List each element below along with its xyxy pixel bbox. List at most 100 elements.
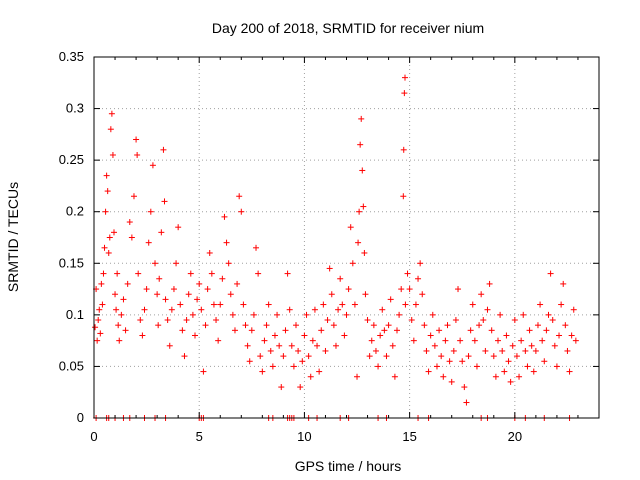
data-point [141,306,148,313]
data-point [189,311,196,318]
data-point [139,332,146,339]
data-point [391,373,398,380]
data-point [406,286,413,293]
data-point [202,322,209,329]
data-point [227,291,234,298]
data-point [316,368,323,375]
data-point [356,208,363,215]
data-point [564,347,571,354]
data-point [166,342,173,349]
data-point [101,244,108,251]
x-tick-label: 5 [196,429,203,444]
data-point [526,327,533,334]
data-point [522,347,529,354]
data-point [161,198,168,205]
data-point [394,327,400,334]
data-point [361,249,368,256]
data-point [147,208,154,215]
data-point [387,296,394,303]
data-point [301,332,308,339]
x-tick-label: 0 [90,429,97,444]
data-point [311,306,318,313]
data-point [545,311,552,318]
data-point [322,347,329,354]
data-point [442,337,449,344]
data-point [98,280,105,287]
y-tick-label: 0.15 [59,255,84,270]
data-point [461,384,468,391]
y-tick-label: 0.35 [59,49,84,64]
data-point [155,322,162,329]
data-point [278,384,285,391]
data-point [465,353,472,360]
data-point [156,275,163,282]
data-point [105,249,112,256]
data-point [492,373,499,380]
y-tick-label: 0.05 [59,358,84,373]
data-point [423,347,430,354]
data-point [463,399,470,406]
data-point [276,342,283,349]
data-point [347,224,354,231]
data-point [438,353,445,360]
data-point [162,296,169,303]
data-point [484,306,491,313]
data-point [231,327,238,334]
data-point [345,286,352,293]
data-point [92,324,99,331]
data-point [459,358,466,365]
data-point [314,342,321,349]
data-point [324,317,331,324]
data-point [271,332,278,339]
data-point [208,270,215,277]
data-point [309,337,316,344]
data-point [250,311,257,318]
data-point [288,342,295,349]
data-point [303,311,310,318]
chart-title: Day 200 of 2018, SRMTID for receiver niu… [212,20,484,36]
data-point [362,291,369,298]
data-point [320,301,327,308]
data-point [124,280,131,287]
data-point [109,151,116,158]
data-point [206,249,213,256]
data-point [359,167,366,174]
data-point [560,280,567,287]
data-point [518,337,525,344]
data-point [269,363,276,370]
data-point [126,219,133,226]
data-point [360,203,367,210]
data-point [355,239,362,246]
data-point [368,337,375,344]
data-point [553,363,560,370]
data-point [495,337,501,344]
y-tick-label: 0.3 [66,101,84,116]
data-point [234,280,241,287]
data-point [179,327,186,334]
data-point [113,306,120,313]
data-point [242,322,249,329]
x-axis-label: GPS time / hours [295,458,402,474]
data-point [170,286,177,293]
data-point [377,332,384,339]
data-point [343,311,350,318]
data-point [185,291,192,298]
data-point [488,327,495,334]
data-point [102,208,109,215]
data-point [511,317,518,324]
data-point [286,306,293,313]
data-point [421,322,428,329]
data-point [389,342,396,349]
data-point [307,373,314,380]
data-point [339,301,346,308]
data-point [372,347,379,354]
data-point [478,291,485,298]
data-point [108,110,115,117]
data-point [568,332,575,339]
data-point [133,136,140,143]
data-point [164,317,171,324]
data-point [358,115,365,122]
data-point [379,306,386,313]
